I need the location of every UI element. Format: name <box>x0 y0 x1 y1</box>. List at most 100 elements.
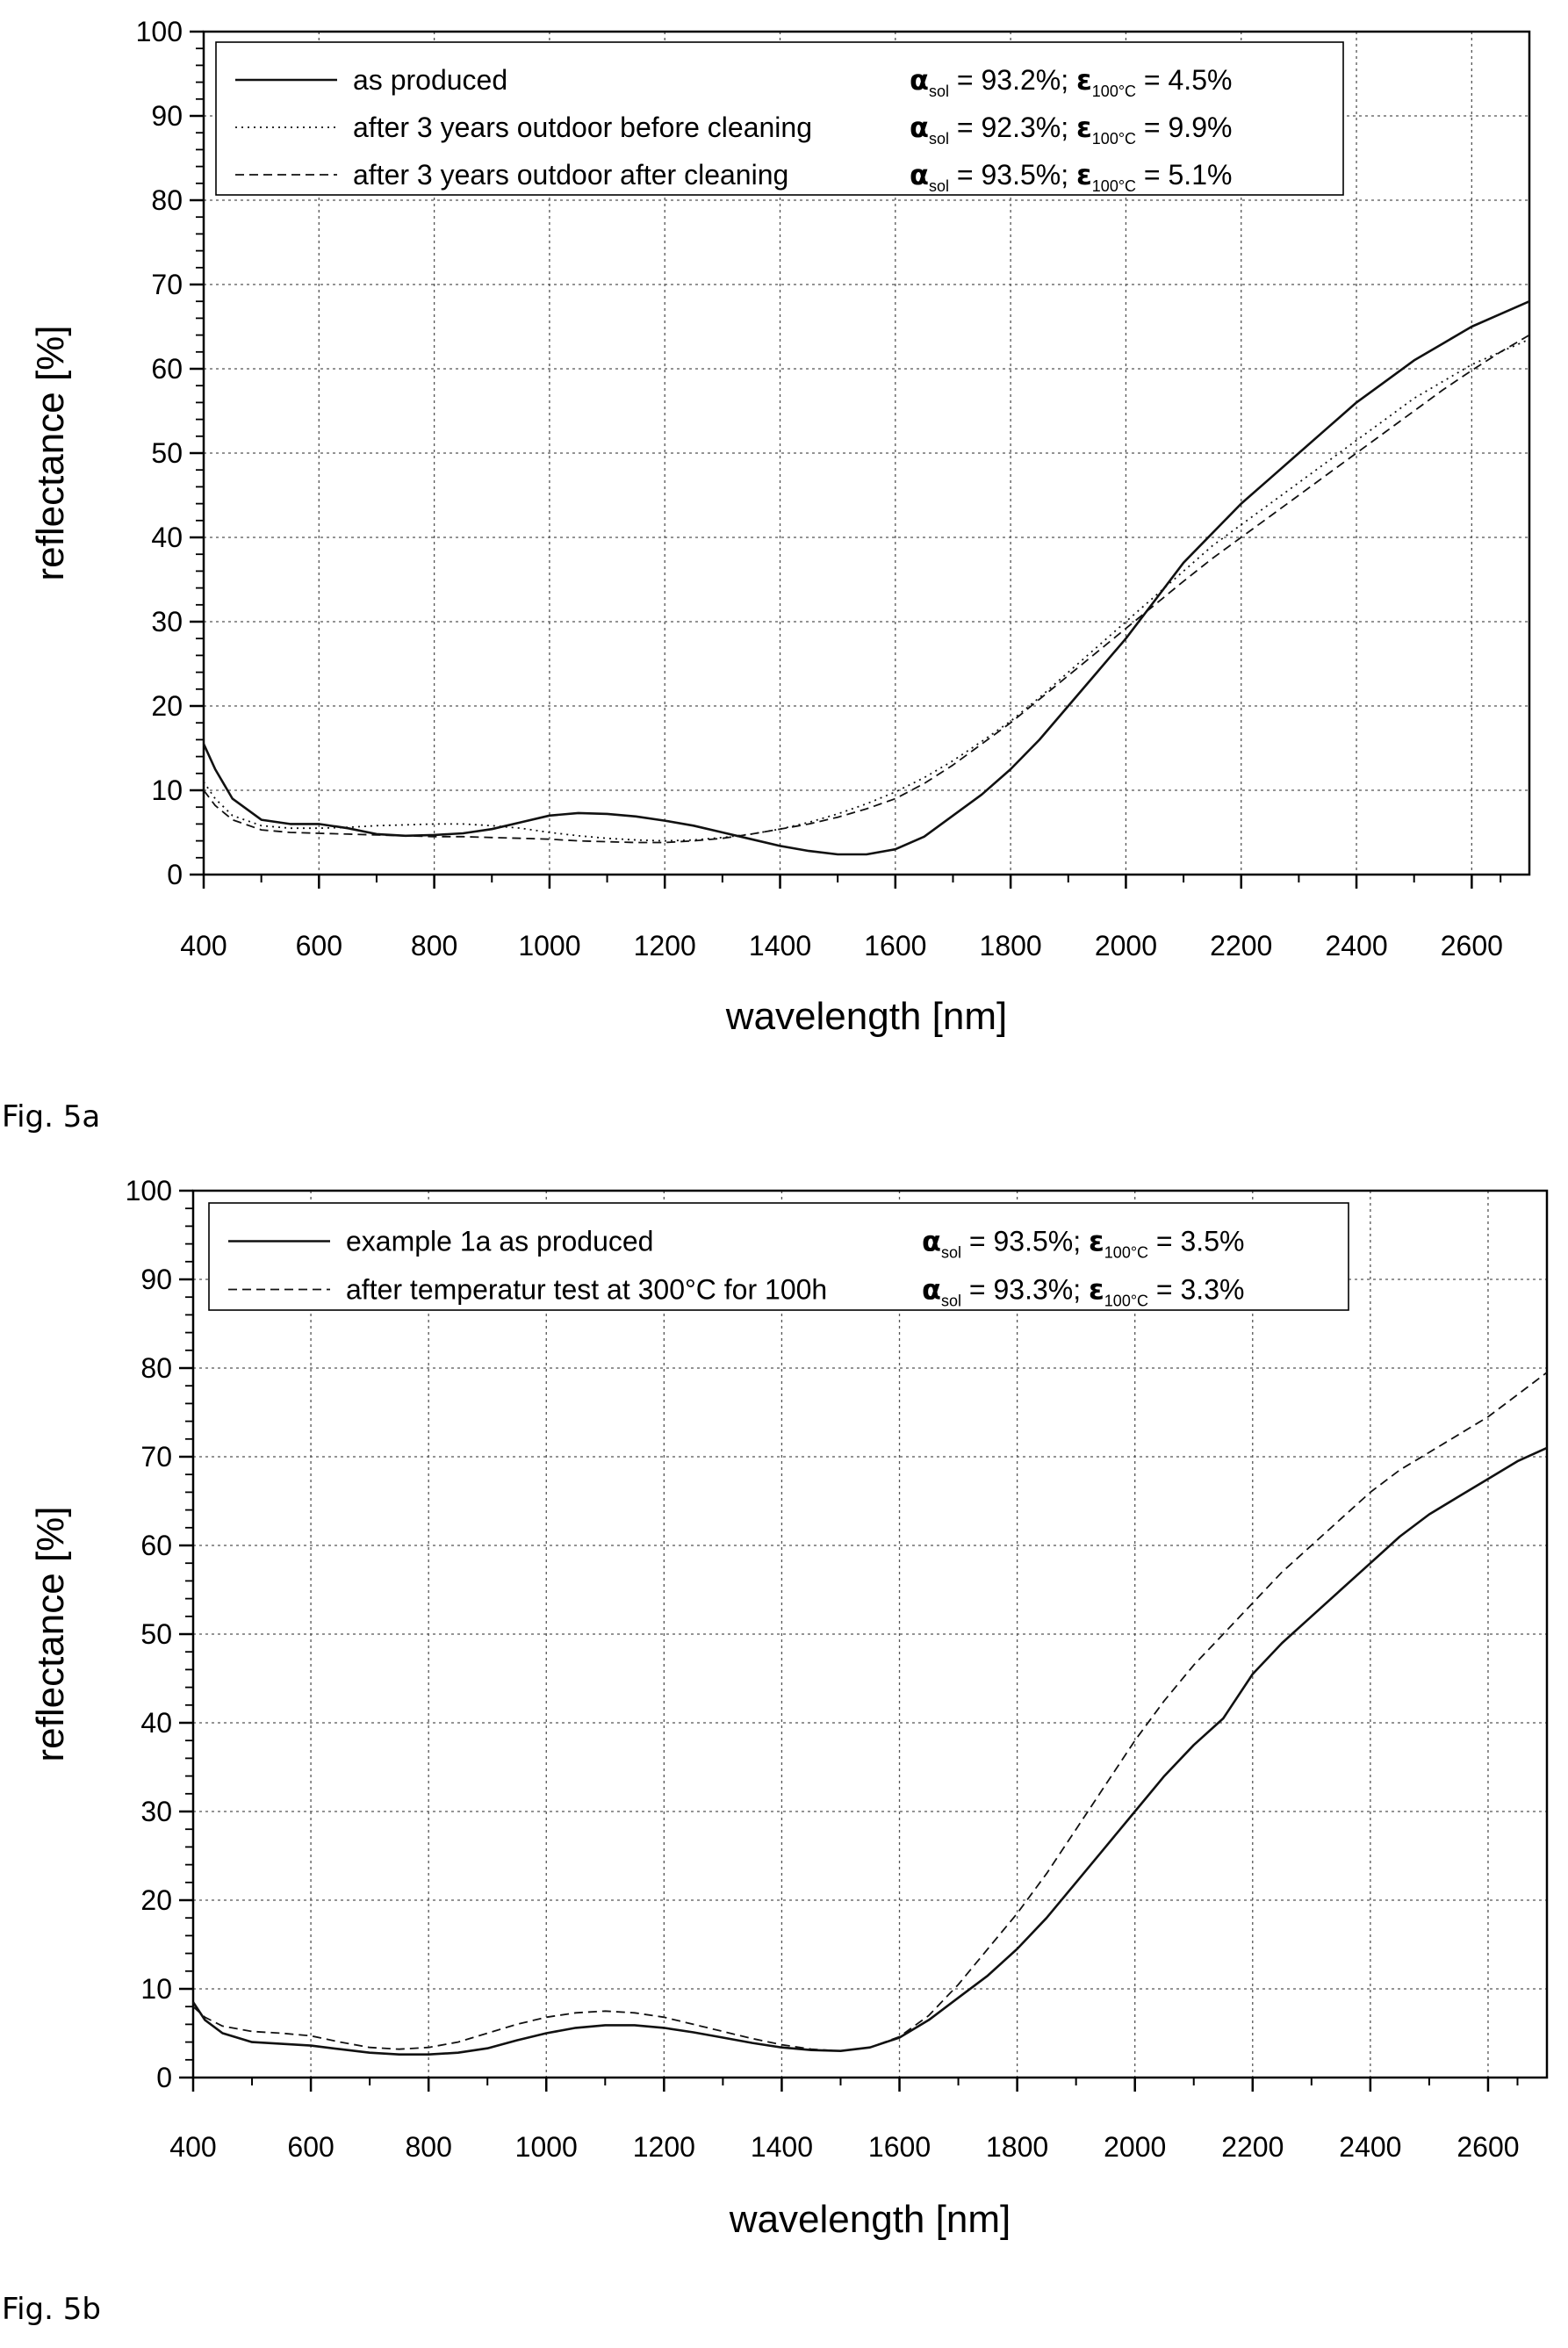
chart-fig-5b: 400 600 800 1000 1200 1400 1600 1800 2000 2200 240… <box>29 1175 1549 2241</box>
y-tick-label: 30 <box>140 1796 172 1827</box>
y-tick-label: 60 <box>151 353 183 385</box>
legend-entry-label: after 3 years outdoor after cleaning <box>353 159 788 191</box>
epsilon-value: = 3.3% <box>1148 1274 1244 1306</box>
epsilon-value: = 3.5% <box>1148 1226 1244 1257</box>
y-tick-label: 0 <box>156 2062 172 2093</box>
x-tick-label: 400 <box>169 2131 216 2163</box>
series-line-2 <box>192 1372 1548 2052</box>
legend-entry-label: after temperatur test at 300°C for 100h <box>346 1274 827 1306</box>
y-tick-label: 70 <box>140 1441 172 1473</box>
legend-entry-values: αsol = 93.5%; ε100°C = 5.1% <box>910 158 1232 195</box>
alpha-subscript: sol <box>929 130 949 148</box>
legend-entry-values: αsol = 93.5%; ε100°C = 3.5% <box>922 1225 1244 1262</box>
y-tick-label: 70 <box>151 269 183 300</box>
x-tick-label: 2200 <box>1210 930 1272 962</box>
x-tick-label: 1600 <box>868 2131 931 2163</box>
y-tick-label: 20 <box>151 690 183 722</box>
epsilon-subscript: 100°C <box>1092 130 1136 148</box>
y-tick-label: 80 <box>140 1352 172 1384</box>
y-tick-label: 0 <box>167 859 183 890</box>
alpha-value: = 93.3%; <box>961 1274 1089 1306</box>
y-tick-label: 60 <box>140 1530 172 1561</box>
epsilon-symbol: ε <box>1076 111 1092 144</box>
y-tick-label: 80 <box>151 184 183 216</box>
x-tick-label: 2400 <box>1339 2131 1401 2163</box>
x-tick-label: 2000 <box>1095 930 1157 962</box>
y-tick-label: 90 <box>151 100 183 132</box>
y-axis-title: reflectance [%] <box>29 1506 72 1761</box>
x-tick-label: 2600 <box>1457 2131 1519 2163</box>
epsilon-subscript: 100°C <box>1092 83 1136 100</box>
x-tick-label: 1600 <box>864 930 926 962</box>
alpha-symbol: α <box>910 158 929 191</box>
epsilon-subscript: 100°C <box>1092 177 1136 195</box>
legend-entry-values: αsol = 93.3%; ε100°C = 3.3% <box>922 1273 1244 1310</box>
alpha-symbol: α <box>922 1273 941 1307</box>
legend-box <box>215 41 1344 196</box>
x-axis-title: wavelength [nm] <box>729 2198 1011 2241</box>
legend-entry-label: as produced <box>353 64 507 96</box>
chart-fig-5a: 400 600 800 1000 1200 1400 1600 1800 2000 2200 240… <box>29 16 1531 1038</box>
series-line-1 <box>191 1446 1548 2056</box>
alpha-subscript: sol <box>929 83 949 100</box>
alpha-value: = 93.2%; <box>949 64 1076 96</box>
y-tick-label: 20 <box>140 1884 172 1916</box>
y-axis-title: reflectance [%] <box>29 325 72 580</box>
alpha-symbol: α <box>922 1225 941 1258</box>
x-tick-label: 1800 <box>986 2131 1048 2163</box>
epsilon-symbol: ε <box>1076 63 1092 97</box>
series-line-3 <box>203 334 1530 844</box>
legend-entry-label: example 1a as produced <box>346 1226 653 1257</box>
x-axis-title: wavelength [nm] <box>725 995 1007 1038</box>
series-line-2 <box>203 338 1530 842</box>
x-tick-label: 1200 <box>633 2131 695 2163</box>
alpha-subscript: sol <box>941 1244 961 1262</box>
x-tick-label: 1400 <box>751 2131 813 2163</box>
y-tick-label: 50 <box>140 1618 172 1650</box>
epsilon-subscript: 100°C <box>1104 1293 1148 1310</box>
y-tick-label: 90 <box>140 1264 172 1295</box>
y-tick-label: 50 <box>151 437 183 469</box>
epsilon-value: = 5.1% <box>1136 159 1232 191</box>
alpha-value: = 93.5%; <box>949 159 1076 191</box>
x-tick-label: 2200 <box>1221 2131 1284 2163</box>
x-tick-label: 2000 <box>1104 2131 1166 2163</box>
epsilon-symbol: ε <box>1089 1225 1104 1258</box>
epsilon-subscript: 100°C <box>1104 1244 1148 1262</box>
series-line-1 <box>202 300 1530 856</box>
alpha-subscript: sol <box>941 1293 961 1310</box>
y-tick-label: 40 <box>140 1707 172 1739</box>
y-tick-label: 40 <box>151 522 183 553</box>
y-tick-label: 10 <box>151 774 183 806</box>
legend-box <box>208 1202 1349 1311</box>
y-tick-label: 100 <box>136 16 183 47</box>
legend-entry-label: after 3 years outdoor before cleaning <box>353 112 812 143</box>
x-tick-label: 1200 <box>634 930 696 962</box>
epsilon-symbol: ε <box>1076 158 1092 191</box>
x-tick-label: 400 <box>180 930 227 962</box>
x-tick-label: 1400 <box>749 930 811 962</box>
legend-entry-values: αsol = 93.2%; ε100°C = 4.5% <box>910 63 1232 100</box>
figure-label-5a: Fig. 5a <box>2 1099 101 1134</box>
y-tick-label: 100 <box>126 1175 172 1206</box>
alpha-subscript: sol <box>929 177 949 195</box>
x-tick-label: 800 <box>411 930 457 962</box>
y-tick-label: 30 <box>151 606 183 637</box>
legend: example 1a as produced αsol = 93.5%; ε100… <box>208 1202 1349 1311</box>
legend-entry-values: αsol = 92.3%; ε100°C = 9.9% <box>910 111 1232 148</box>
x-tick-label: 2600 <box>1441 930 1503 962</box>
x-tick-label: 600 <box>296 930 342 962</box>
legend: as produced αsol = 93.2%; ε100°C = 4.5% af… <box>215 41 1344 196</box>
epsilon-value: = 9.9% <box>1136 112 1232 143</box>
x-tick-label: 2400 <box>1325 930 1387 962</box>
alpha-value: = 93.5%; <box>961 1226 1089 1257</box>
x-tick-label: 1000 <box>515 2131 578 2163</box>
alpha-symbol: α <box>910 111 929 144</box>
x-tick-label: 800 <box>405 2131 451 2163</box>
figure-label-5b: Fig. 5b <box>2 2292 101 2327</box>
x-tick-label: 600 <box>287 2131 334 2163</box>
epsilon-symbol: ε <box>1089 1273 1104 1307</box>
alpha-symbol: α <box>910 63 929 97</box>
alpha-value: = 92.3%; <box>949 112 1076 143</box>
x-tick-label: 1000 <box>518 930 580 962</box>
